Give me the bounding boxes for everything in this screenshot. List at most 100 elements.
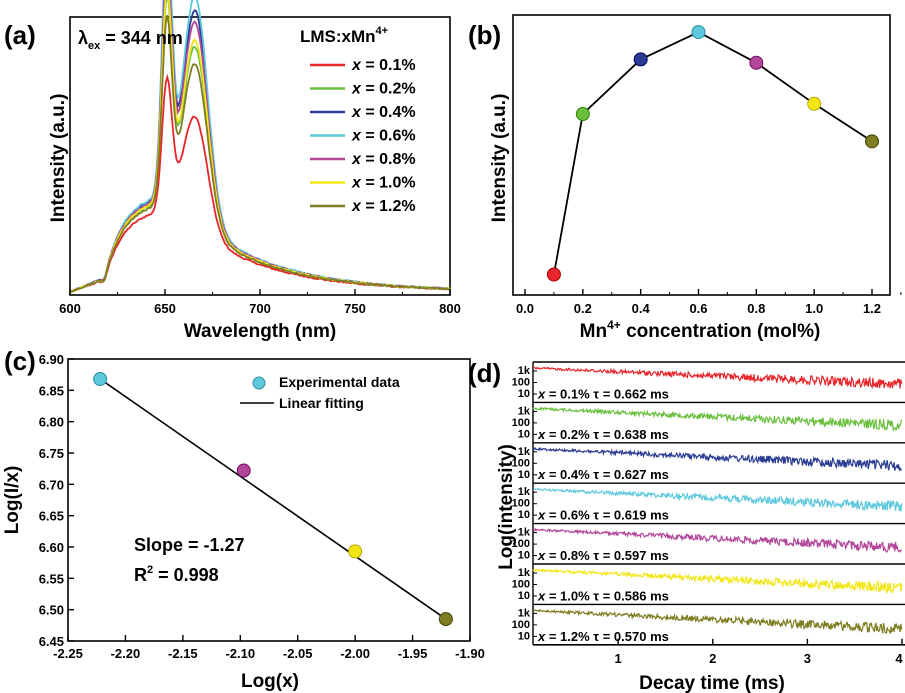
panel-c-x-axis-title: Log(x) <box>241 671 299 692</box>
panel-a-label: (a) <box>4 20 36 50</box>
panel-b-x-tick-label: 1.2 <box>863 301 881 316</box>
panel-d-x-axis-title: Decay time (ms) <box>639 673 785 693</box>
panel-a-legend-title: LMS:xMn4+ <box>300 25 388 46</box>
panel-b-x-tick-label: 1.0 <box>805 301 823 316</box>
panel-d-y-tick-label: 10 <box>518 590 530 602</box>
panel-d-y-tick-label: 100 <box>512 377 530 389</box>
panel-b-x-tick-label: 0.0 <box>516 301 534 316</box>
panel-d-y-tick-label: 100 <box>512 538 530 550</box>
panel-a-legend-label: x = 0.8% <box>351 151 416 168</box>
panel-d-y-tick-label: 1k <box>518 567 531 579</box>
panel-d-series-label: x = 0.6% τ = 0.619 ms <box>537 508 669 523</box>
panel-c-y-tick-label: 6.50 <box>39 603 64 618</box>
panel-b-points <box>546 25 879 282</box>
panel-c-legend-line-label: Linear fitting <box>279 395 364 411</box>
panel-a-legend-label: x = 0.2% <box>351 81 416 98</box>
panel-d-x-tick-label: 2 <box>709 651 716 666</box>
panel-c-y-axis-title: Log(I/x) <box>2 466 23 535</box>
panel-a-excitation-label: λex = 344 nm <box>78 28 183 52</box>
panel-a-x-tick-label: 600 <box>59 301 81 316</box>
panel-c-x-tick-label: -2.00 <box>340 646 370 661</box>
panel-a-y-axis-title: Intensity (a.u.) <box>48 94 69 223</box>
panel-d-x-ticks: 1 2 3 4 <box>615 638 903 666</box>
panel-c-legend-marker <box>252 376 266 390</box>
panel-c-x-tick-label: -1.95 <box>398 646 428 661</box>
panel-c-y-tick-label: 6.80 <box>39 415 64 430</box>
panel-d-y-tick-label: 1k <box>518 527 531 539</box>
panel-c-x-tick-label: -1.90 <box>455 646 485 661</box>
panel-b-line <box>553 31 873 275</box>
panel-a-legend-label: x = 1.2% <box>351 198 416 215</box>
panel-d-x-tick-label: 4 <box>895 651 903 666</box>
panel-d-decay-curve-4 <box>532 487 903 512</box>
panel-d-decay-curve-7 <box>532 608 903 634</box>
panel-b-x-axis-title: Mn4+ concentration (mol%) <box>580 318 821 342</box>
panel-b: (b) 0.0 0.2 0.4 0.6 0.8 1.0 1.2 Mn4+ concentra… <box>468 14 902 342</box>
panel-d-series-label: x = 0.2% τ = 0.638 ms <box>537 427 669 442</box>
panel-d-series-label: x = 0.1% τ = 0.662 ms <box>537 386 669 401</box>
panel-b-point <box>749 55 764 70</box>
panel-d-y-tick-label: 100 <box>512 457 530 469</box>
panel-b-x-tick-label: 0.2 <box>574 301 592 316</box>
panel-d-y-tick-label: 10 <box>518 428 530 440</box>
panel-b-x-tick-label: 0.4 <box>632 301 651 316</box>
panel-c-x-tick-label: -2.05 <box>283 646 313 661</box>
panel-a-series-7 <box>69 15 451 293</box>
panel-d-y-tick-label: 100 <box>512 619 530 631</box>
panel-d-decay-curve-5 <box>532 527 903 554</box>
panel-d-y-tick-label: 1k <box>518 365 531 377</box>
panel-a-legend-label: x = 0.4% <box>351 104 416 121</box>
panel-d-x-tick-label: 3 <box>804 651 811 666</box>
panel-b-x-ticks: 0.0 0.2 0.4 0.6 0.8 1.0 1.2 <box>516 289 902 316</box>
panel-c-y-tick-label: 6.65 <box>39 509 64 524</box>
panel-c-ticks: -2.25 -2.20 -2.15 -2.10 -2.05 -2.00 -1.95 -1.90… <box>39 352 485 661</box>
panel-c-point <box>236 463 251 478</box>
panel-d-decay-curve-2 <box>532 406 903 433</box>
panel-c-x-tick-label: -2.20 <box>111 646 141 661</box>
panel-b-point <box>865 134 879 149</box>
panel-d-x-tick-label: 1 <box>615 651 622 666</box>
panel-a-x-tick-label: 750 <box>344 301 366 316</box>
panel-b-x-tick-label: 0.8 <box>747 301 765 316</box>
panel-d-y-tick-label: 100 <box>512 417 530 429</box>
panel-d-decay-curve-3 <box>532 447 903 472</box>
panel-a-curves <box>69 0 451 294</box>
panel-c-points <box>93 372 453 627</box>
panel-d-y-tick-label: 10 <box>518 469 530 481</box>
panel-d-y-tick-label: 1k <box>518 446 531 458</box>
panel-b-point <box>575 107 590 122</box>
panel-c-x-tick-label: -2.25 <box>53 646 83 661</box>
panel-a-legend-label: x = 0.6% <box>351 128 416 145</box>
panel-a-x-tick-label: 650 <box>154 301 176 316</box>
panel-b-point <box>807 96 822 111</box>
panel-d-series-label: x = 0.8% τ = 0.597 ms <box>537 548 669 563</box>
panel-d-y-tick-label: 10 <box>518 550 530 562</box>
panel-d-label: (d) <box>468 358 501 388</box>
panel-d-y-tick-label: 100 <box>512 579 530 591</box>
panel-a-legend-label: x = 0.1% <box>351 57 416 74</box>
panel-c: (c) -2.25 -2.20 -2.15 -2.10 -2.05 -2.00 -1.95-… <box>2 346 485 692</box>
panel-c-y-tick-label: 6.90 <box>39 352 64 367</box>
panel-b-point <box>691 25 706 40</box>
panel-c-legend-points-label: Experimental data <box>279 374 400 390</box>
panel-d-y-tick-label: 1k <box>518 607 531 619</box>
panel-c-label: (c) <box>4 346 36 376</box>
panel-b-point <box>633 52 648 67</box>
panel-d-y-tick-label: 10 <box>518 388 530 400</box>
panel-b-x-tick-label: 0.6 <box>689 301 707 316</box>
panel-c-y-tick-label: 6.75 <box>39 446 64 461</box>
panel-d-series-label: x = 1.0% τ = 0.586 ms <box>537 588 669 603</box>
panel-d-decay-curve-6 <box>532 568 903 594</box>
panel-a-x-tick-label: 800 <box>439 301 461 316</box>
panel-c-x-tick-label: -2.15 <box>168 646 198 661</box>
panel-c-y-tick-label: 6.85 <box>39 383 64 398</box>
panel-c-point <box>348 544 363 559</box>
panel-b-y-axis-title: Intensity (a.u.) <box>489 94 510 223</box>
panel-d-y-tick-label: 10 <box>518 630 530 642</box>
panel-c-slope-text: Slope = -1.27 <box>134 535 245 555</box>
panel-a-legend-label: x = 1.0% <box>351 175 416 192</box>
panel-c-r2-text: R2 = 0.998 <box>134 564 219 585</box>
